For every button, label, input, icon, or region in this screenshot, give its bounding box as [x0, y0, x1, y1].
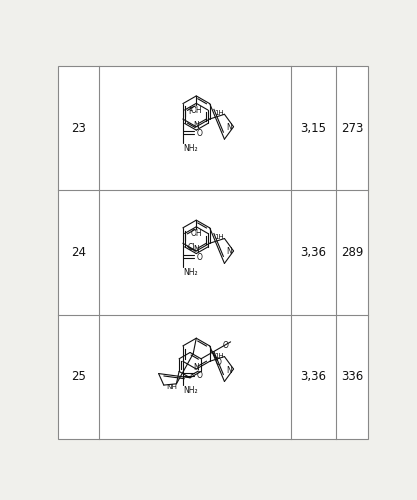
Text: N: N	[226, 123, 232, 132]
Text: N: N	[193, 363, 199, 372]
Text: N: N	[193, 245, 199, 254]
Text: O: O	[222, 342, 228, 350]
Text: 3,15: 3,15	[300, 122, 326, 135]
Text: O: O	[215, 358, 221, 368]
Text: 25: 25	[71, 370, 86, 383]
Text: O: O	[196, 371, 202, 380]
Text: 336: 336	[341, 370, 363, 383]
Text: NH₂: NH₂	[183, 144, 198, 153]
Text: NH₂: NH₂	[183, 268, 198, 277]
Text: 23: 23	[71, 122, 86, 135]
Text: Cl: Cl	[188, 244, 195, 252]
Text: O: O	[196, 128, 202, 138]
Text: 1H: 1H	[214, 352, 224, 358]
Text: F: F	[188, 108, 193, 116]
Text: 3,36: 3,36	[300, 370, 326, 383]
Text: N: N	[226, 248, 232, 256]
Text: O: O	[196, 253, 202, 262]
Text: 273: 273	[341, 122, 363, 135]
Text: N: N	[226, 366, 232, 374]
Text: 1H: 1H	[214, 110, 224, 116]
Text: OH: OH	[191, 230, 202, 238]
Text: 3,36: 3,36	[300, 246, 326, 259]
Text: 289: 289	[341, 246, 363, 259]
Text: 24: 24	[71, 246, 86, 259]
Text: N: N	[193, 120, 199, 130]
Text: OH: OH	[191, 106, 202, 115]
Text: 1H: 1H	[214, 234, 224, 240]
Text: NH: NH	[166, 384, 177, 390]
Text: NH₂: NH₂	[183, 386, 198, 396]
